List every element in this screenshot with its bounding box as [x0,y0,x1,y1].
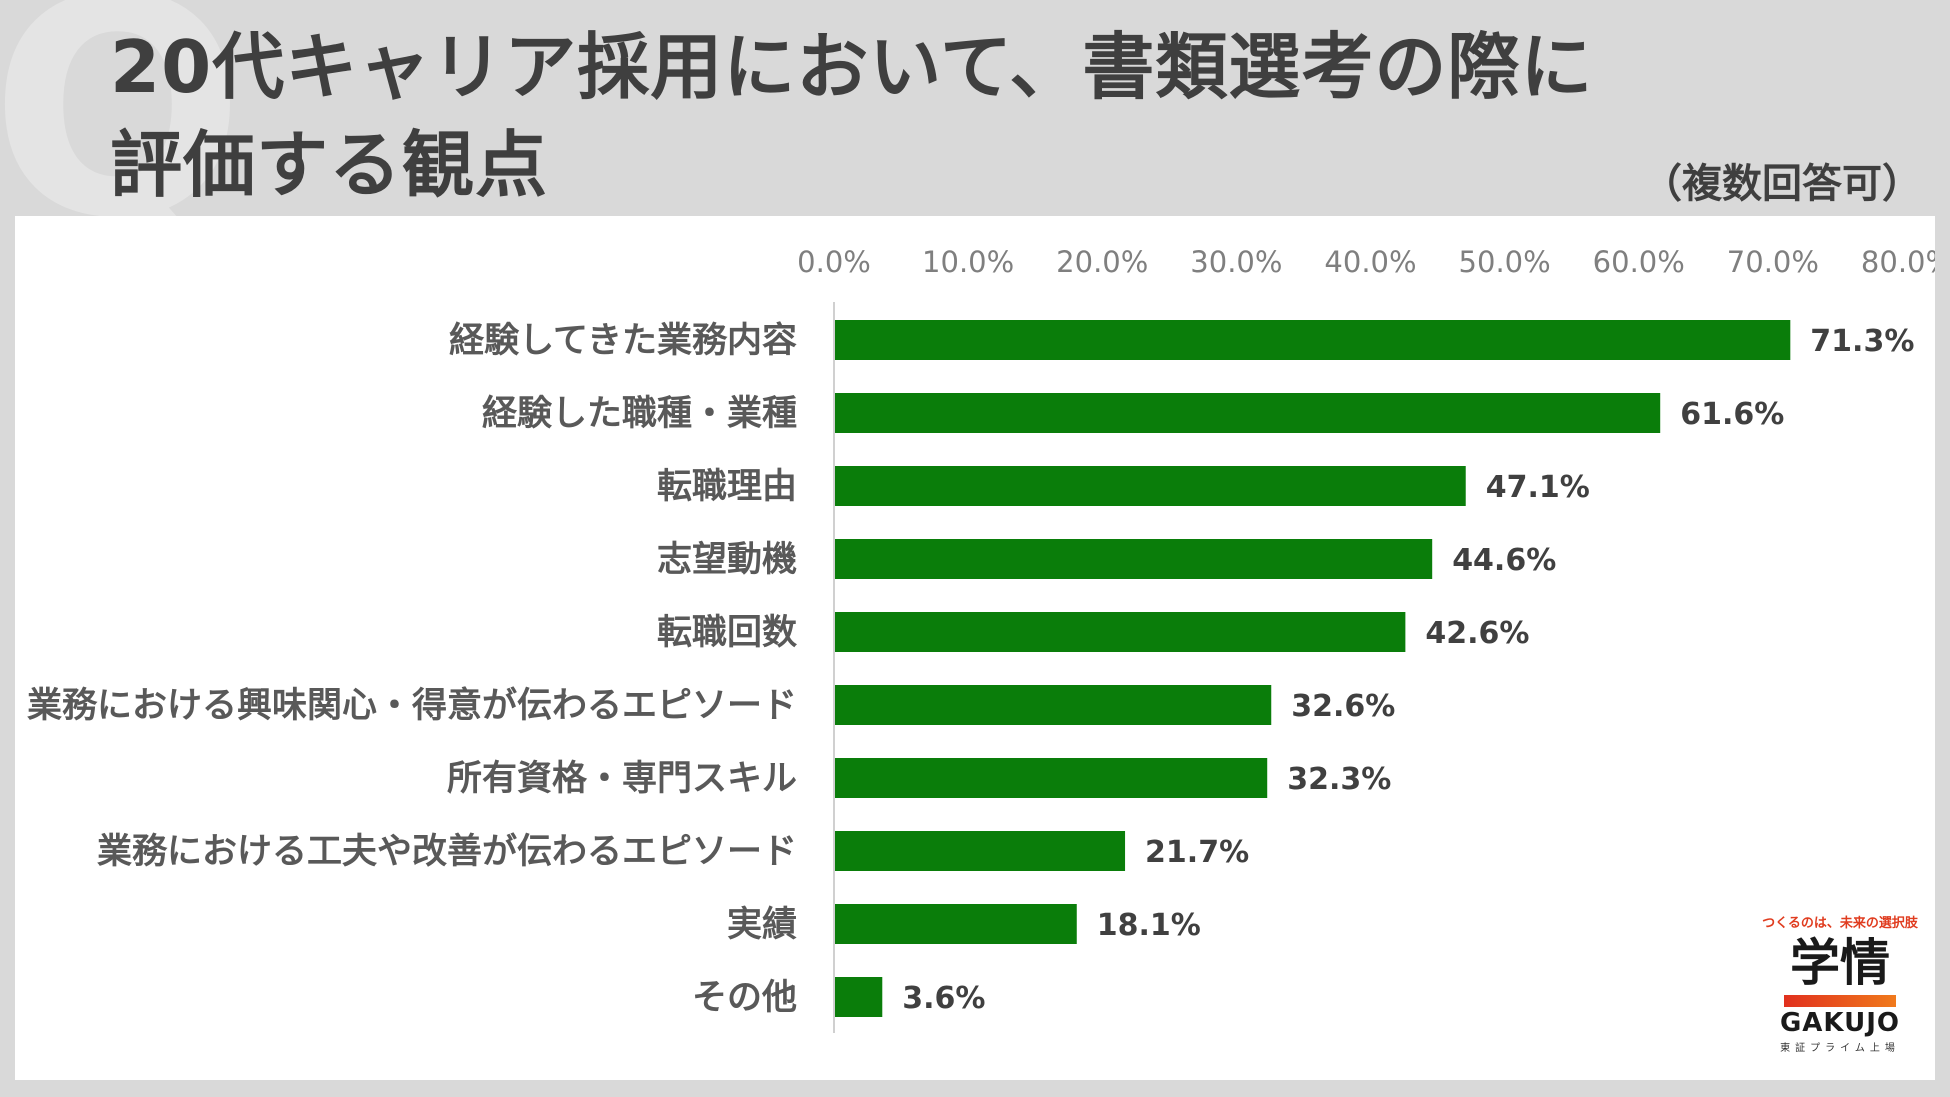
x-tick-label: 40.0% [1324,245,1416,279]
logo-subtext: 東証プライム上場 [1780,1043,1900,1054]
category-label: 経験してきた業務内容 [449,321,797,361]
category-label: 業務における興味関心・得意が伝わるエピソード [27,686,797,726]
bar [835,831,1126,871]
bar [835,612,1406,652]
value-label: 3.6% [902,981,985,1016]
category-label: 転職理由 [657,467,797,507]
title-line-1: 20代キャリア採用において、書類選考の際に [110,25,1594,109]
logo-tagline: つくるのは、未来の選択肢 [1762,916,1918,931]
category-label: 業務における工夫や改善が伝わるエピソード [97,832,797,872]
x-tick-label: 80.0% [1861,245,1935,279]
bar [835,320,1791,360]
value-label: 42.6% [1425,616,1529,651]
bar [835,539,1433,579]
gakujo-logo: つくるのは、未来の選択肢 学情 GAKUJO 東証プライム上場 [1760,912,1920,1054]
category-label: 実績 [727,905,797,945]
x-tick-label: 30.0% [1190,245,1282,279]
x-tick-label: 20.0% [1056,245,1148,279]
category-label: 転職回数 [657,613,797,653]
category-label: 所有資格・専門スキル [447,759,797,799]
value-label: 44.6% [1452,543,1556,578]
value-label: 61.6% [1680,397,1784,432]
bar [835,977,883,1017]
x-tick-label: 70.0% [1727,245,1819,279]
value-label: 21.7% [1145,835,1249,870]
logo-mark: 学情 [1790,934,1890,992]
value-label: 71.3% [1810,324,1914,359]
title-line-2: 評価する観点 [110,123,549,207]
bar [835,758,1268,798]
chart-panel: 0.0% 10.0% 20.0% 30.0% 40.0% 50.0% 60.0% 70.0% 8… [15,216,1935,1080]
category-label: その他 [692,978,797,1018]
bar [835,685,1272,725]
value-label: 47.1% [1486,470,1590,505]
bar [835,393,1661,433]
page-title: 20代キャリア採用において、書類選考の際に 評価する観点 [110,18,1710,214]
x-tick-label: 0.0% [797,245,871,279]
multiple-answer-note: （複数回答可） [1642,161,1922,207]
x-tick-label: 60.0% [1593,245,1685,279]
value-label: 32.3% [1287,762,1391,797]
bar [835,904,1077,944]
category-label: 志望動機 [657,540,797,580]
value-label: 32.6% [1291,689,1395,724]
x-tick-label: 50.0% [1459,245,1551,279]
category-label: 経験した職種・業種 [482,394,797,434]
bar-chart: 0.0% 10.0% 20.0% 30.0% 40.0% 50.0% 60.0% 70.0% 8… [27,245,1935,1033]
x-tick-label: 10.0% [922,245,1014,279]
logo-color-bar [1784,995,1896,1007]
value-label: 18.1% [1097,908,1201,943]
bar [835,466,1466,506]
logo-name: GAKUJO [1779,1008,1901,1038]
